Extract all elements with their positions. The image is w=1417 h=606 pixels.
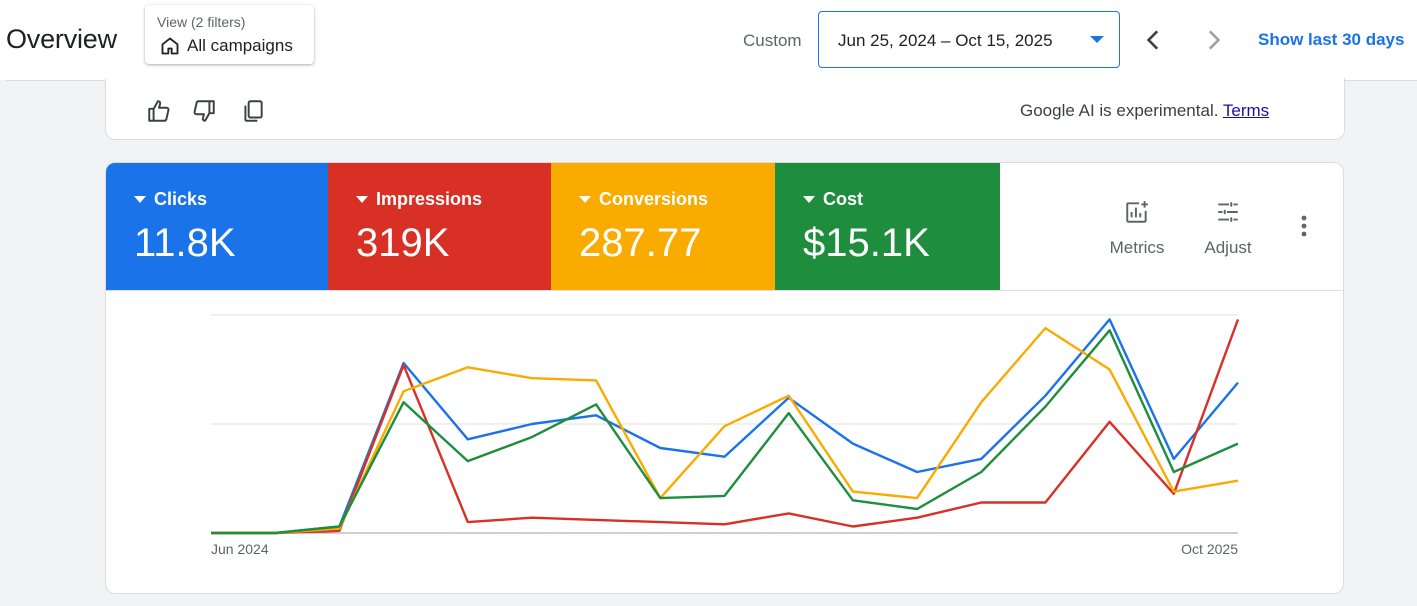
- caret-down-icon: [1090, 36, 1104, 43]
- metric-value: $15.1K: [803, 221, 930, 265]
- chevron-right-icon[interactable]: [1200, 26, 1226, 54]
- ai-disclaimer-text: Google AI is experimental.: [1020, 101, 1223, 120]
- adjust-button[interactable]: Adjust: [1196, 199, 1260, 258]
- ai-summary-card: Google AI is experimental. Terms: [105, 78, 1345, 140]
- metric-label: Impressions: [376, 189, 483, 209]
- metric-tile-impressions[interactable]: Impressions 319K: [328, 163, 551, 290]
- date-preset-label: Custom: [743, 31, 802, 50]
- view-filter-selection: All campaigns: [187, 36, 293, 55]
- caret-down-icon: [803, 196, 815, 203]
- metrics-button[interactable]: Metrics: [1101, 199, 1173, 258]
- copy-icon[interactable]: [240, 98, 266, 124]
- performance-line-chart: Jun 2024 Oct 2025: [211, 314, 1240, 557]
- metric-value: 319K: [356, 221, 450, 265]
- chevron-left-icon[interactable]: [1141, 26, 1167, 54]
- date-range-picker[interactable]: Jun 25, 2024 – Oct 15, 2025: [818, 11, 1120, 68]
- performance-card: Clicks 11.8K Impressions 319K Conversion…: [105, 162, 1344, 594]
- series-line-conversions: [211, 326, 1239, 535]
- metric-label: Clicks: [154, 189, 208, 209]
- page-title: Overview: [6, 24, 117, 54]
- ai-disclaimer: Google AI is experimental. Terms: [1020, 101, 1269, 121]
- metrics-button-label: Metrics: [1109, 238, 1165, 257]
- metric-value: 11.8K: [134, 221, 236, 265]
- caret-down-icon: [579, 196, 591, 203]
- add-chart-icon: [1126, 201, 1148, 223]
- thumbs-up-icon[interactable]: [146, 98, 172, 124]
- view-filter-button[interactable]: View (2 filters) All campaigns: [145, 5, 314, 64]
- terms-link[interactable]: Terms: [1222, 101, 1270, 120]
- caret-down-icon: [134, 196, 146, 203]
- metric-value: 287.77: [579, 221, 702, 265]
- x-tick-label-end: Oct 2025: [1181, 541, 1238, 557]
- series-line-cost: [211, 329, 1239, 535]
- top-bar: Overview View (2 filters) All campaigns …: [0, 0, 1417, 80]
- metric-tile-clicks[interactable]: Clicks 11.8K: [106, 163, 328, 290]
- show-last-30-days-link[interactable]: Show last 30 days: [1258, 30, 1405, 49]
- tiles-divider: [106, 290, 1343, 291]
- more-vert-icon[interactable]: [1294, 213, 1314, 239]
- view-filter-count: View (2 filters): [157, 14, 246, 30]
- metric-label: Conversions: [599, 189, 709, 209]
- metric-tile-cost[interactable]: Cost $15.1K: [775, 163, 1000, 290]
- tune-icon: [1218, 202, 1238, 222]
- x-tick-label-start: Jun 2024: [211, 541, 269, 557]
- caret-down-icon: [356, 196, 368, 203]
- home-icon: [161, 37, 179, 55]
- thumbs-down-icon[interactable]: [191, 98, 217, 124]
- date-range-value: Jun 25, 2024 – Oct 15, 2025: [838, 31, 1053, 50]
- adjust-button-label: Adjust: [1204, 238, 1252, 257]
- series-line-impressions: [211, 318, 1240, 535]
- metric-label: Cost: [823, 189, 863, 209]
- metric-tile-conversions[interactable]: Conversions 287.77: [551, 163, 775, 290]
